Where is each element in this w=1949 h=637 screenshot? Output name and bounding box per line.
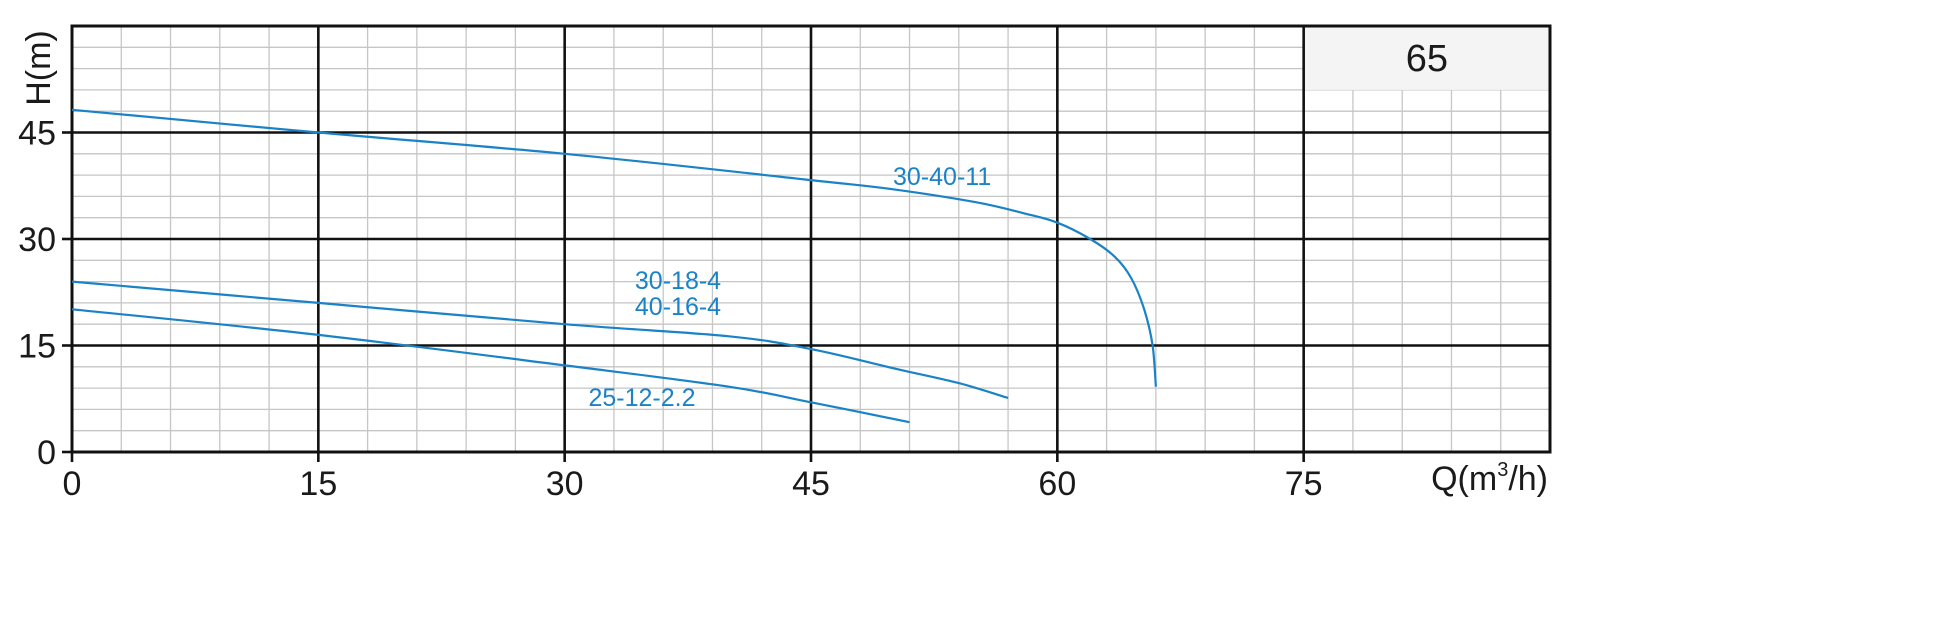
x-tick-label: 75 [1285, 465, 1323, 503]
series-label-40-16-4: 40-16-4 [635, 293, 721, 321]
y-axis-title: H(m) [20, 30, 58, 106]
series-label-30-18-4: 30-18-4 [635, 267, 721, 295]
x-axis-title-superscript: 3 [1497, 459, 1508, 481]
y-tick-labels: 0 15 30 45 [18, 115, 56, 473]
x-axis-title-prefix: Q(m [1431, 460, 1497, 498]
performance-curves [71, 108, 1157, 424]
x-tick-label: 30 [546, 465, 584, 503]
curve-30-40-11 [71, 108, 1157, 387]
model-label-box [1303, 26, 1550, 90]
series-labels: 30-40-11 30-18-440-16-4 25-12-2.2 [588, 163, 991, 412]
x-tick-label: 60 [1038, 465, 1076, 503]
curve-25-12-2-2 [71, 308, 910, 424]
curve-30-18-4-40-16-4 [71, 280, 1009, 400]
y-tick-label: 45 [18, 115, 56, 153]
x-tick-label: 15 [299, 465, 337, 503]
x-tick-label: 0 [63, 465, 82, 503]
y-tick-label: 15 [18, 328, 56, 366]
series-label-30-40-11: 30-40-11 [893, 163, 991, 191]
x-tick-label: 45 [792, 465, 830, 503]
x-axis-title: Q(m3/h) [1431, 459, 1548, 498]
y-tick-label: 0 [37, 434, 56, 472]
y-tick-label: 30 [18, 221, 56, 259]
x-tick-labels: 0 15 30 45 60 75 [63, 465, 1323, 503]
major-grid [62, 24, 1552, 462]
x-axis-title-suffix: /h) [1508, 460, 1548, 498]
model-label: 65 [1406, 38, 1448, 80]
series-label-25-12-2-2: 25-12-2.2 [588, 384, 695, 412]
